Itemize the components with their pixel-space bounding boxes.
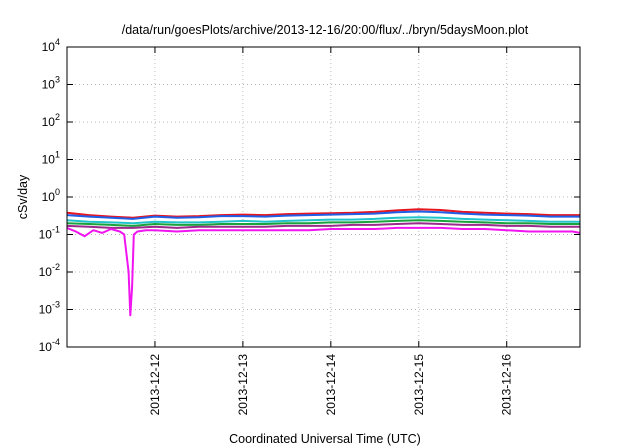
series-line-2: [66, 210, 580, 220]
y-axis: 10-4 10-3 10-2 10-1 100 101 102 103 104: [39, 37, 580, 354]
x-tick-label: 2013-12-15: [412, 354, 426, 416]
x-axis-label: Coordinated Universal Time (UTC): [229, 432, 421, 446]
y-tick-label: 104: [42, 37, 60, 54]
y-tick-label: 10-1: [39, 225, 60, 242]
y-tick-label: 101: [42, 150, 60, 167]
y-tick-label: 100: [42, 187, 60, 204]
chart-title: /data/run/goesPlots/archive/2013-12-16/2…: [122, 23, 529, 37]
y-axis-label: cSv/day: [16, 174, 30, 219]
series-line-6: [66, 226, 580, 317]
series-lines: [66, 208, 580, 317]
x-tick-label: 2013-12-12: [148, 354, 162, 416]
x-tick-label: 2013-12-14: [324, 354, 338, 416]
grid: [67, 47, 580, 347]
x-tick-label: 2013-12-16: [500, 354, 514, 416]
x-axis: 2013-12-12 2013-12-13 2013-12-14 2013-12-15…: [148, 47, 514, 415]
y-tick-label: 10-3: [39, 300, 60, 317]
series-line-1: [66, 208, 580, 219]
x-tick-label: 2013-12-13: [236, 354, 250, 416]
series-line-5: [66, 222, 580, 229]
y-tick-label: 10-2: [39, 262, 60, 279]
series-line-3: [66, 216, 580, 225]
y-tick-label: 102: [42, 112, 60, 129]
y-tick-label: 10-4: [39, 337, 60, 354]
series-line-4: [66, 219, 580, 227]
y-tick-label: 103: [42, 75, 60, 92]
